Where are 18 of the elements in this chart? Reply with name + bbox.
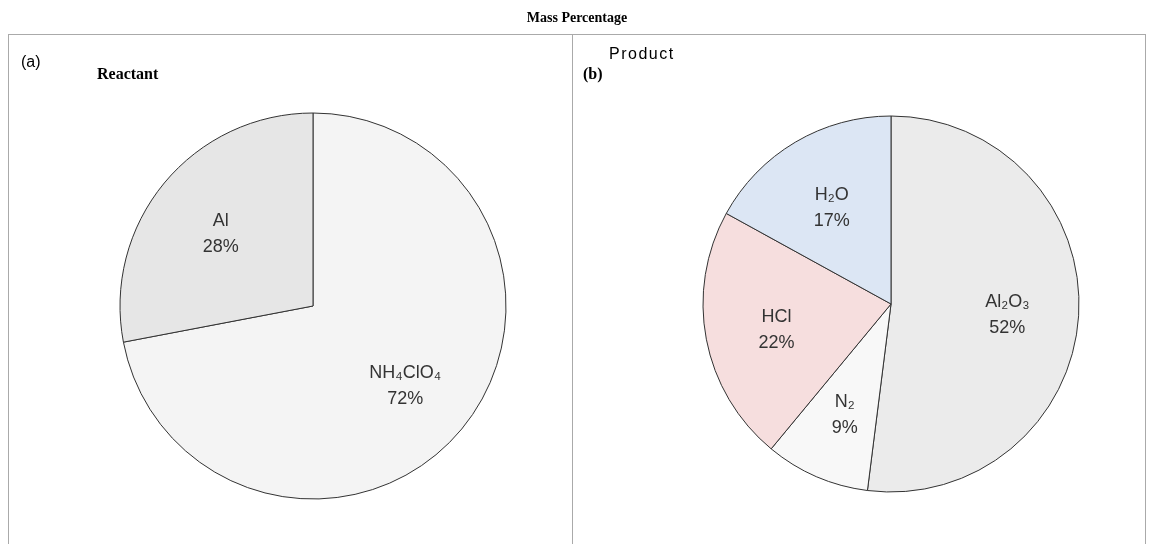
data-label: 72% <box>387 388 424 409</box>
chart-subtitle: Reactant <box>97 65 159 83</box>
data-label: 52% <box>989 317 1026 338</box>
slice-label: Al₂O₃ <box>985 291 1030 312</box>
chart-subtitle: Product <box>609 45 675 63</box>
data-label: 28% <box>202 235 239 256</box>
data-label: 9% <box>831 416 858 437</box>
slice-label: NH₄ClO₄ <box>369 362 442 383</box>
slice-label: Al <box>212 209 229 230</box>
data-label: 22% <box>758 331 795 352</box>
slice-label: N₂ <box>834 390 855 411</box>
text: (a) <box>21 53 41 71</box>
slice-label: H₂O <box>814 183 849 204</box>
text: (b) <box>583 65 603 83</box>
pie-slice <box>122 112 507 500</box>
slice-label: HCl <box>761 305 792 326</box>
data-label: 17% <box>813 209 850 230</box>
text: Mass Percentage <box>525 10 629 26</box>
